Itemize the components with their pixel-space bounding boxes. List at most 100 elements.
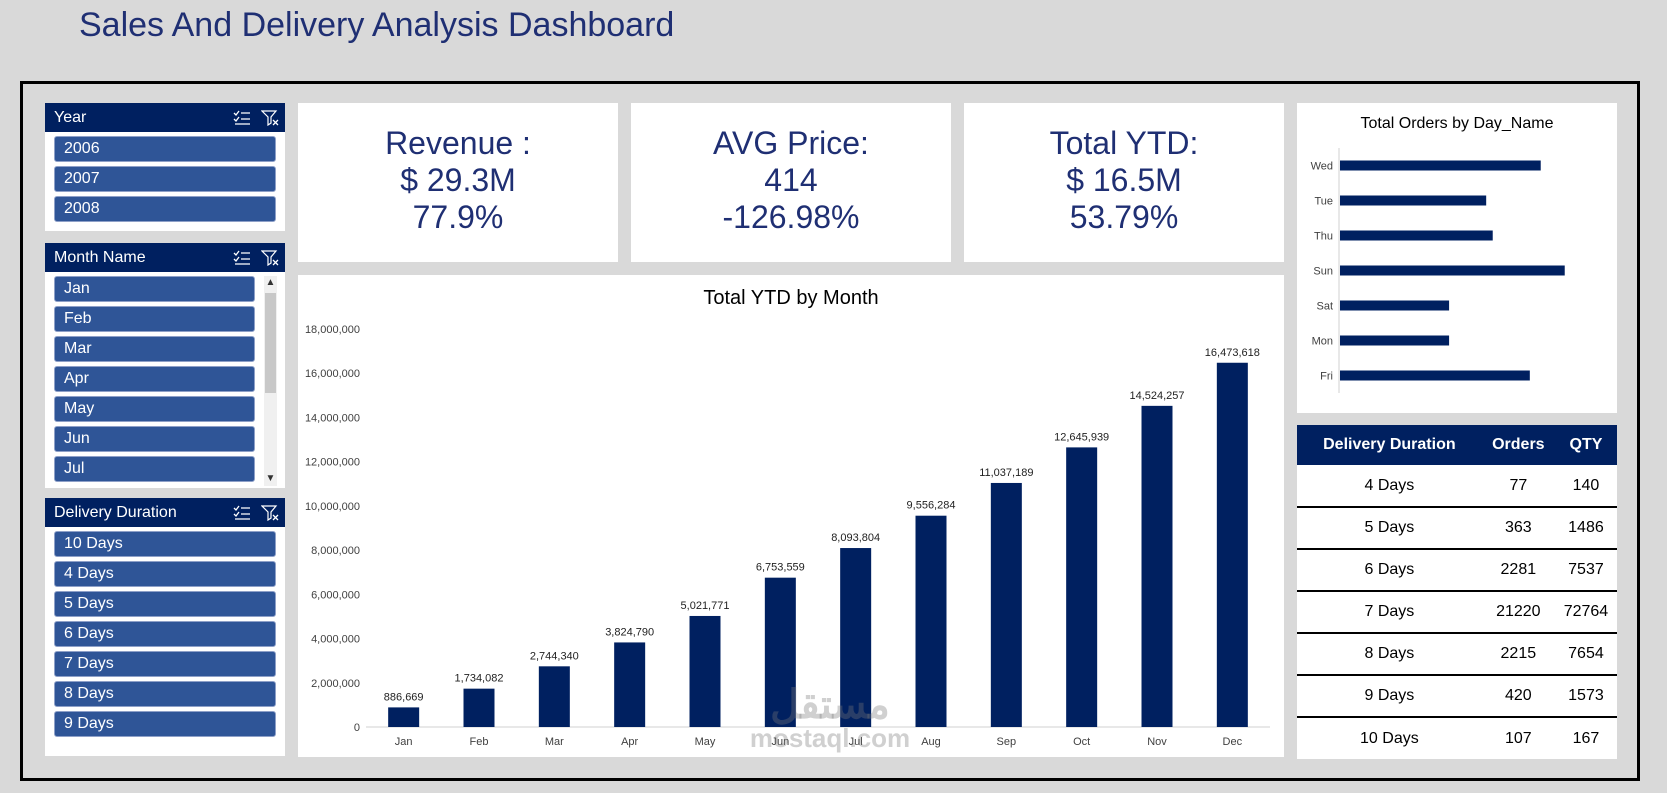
- multi-select-icon[interactable]: [233, 110, 251, 126]
- cell-orders: 21220: [1481, 591, 1555, 634]
- data-label: 6,753,559: [756, 562, 805, 574]
- chevron-down-icon[interactable]: ▼: [265, 473, 276, 484]
- category-label: Sun: [1313, 266, 1333, 278]
- orders-day-chart: Wed Tue Thu Sun Sat Mon Fri: [1311, 148, 1565, 393]
- header-orders: Orders: [1481, 425, 1555, 465]
- y-tick-label: 14,000,000: [305, 412, 360, 424]
- cell-duration: 8 Days: [1297, 633, 1482, 676]
- month-item[interactable]: Jan: [54, 276, 255, 302]
- cell-duration: 10 Days: [1360, 729, 1419, 747]
- kpi-total-ytd-value: $ 16.5M: [1066, 162, 1182, 198]
- bar: [1340, 300, 1450, 311]
- delivery-item[interactable]: 7 Days: [54, 651, 276, 677]
- x-tick-label: Feb: [470, 736, 489, 748]
- y-tick-label: 4,000,000: [311, 634, 360, 646]
- bar: [915, 515, 947, 727]
- year-item[interactable]: 2006: [54, 136, 276, 162]
- bar: [764, 577, 796, 727]
- table-row: 10 Days 107 167: [1297, 717, 1617, 759]
- data-label: 886,669: [384, 691, 424, 703]
- kpi-avg-price-pct: -126.98%: [722, 199, 860, 235]
- cell-orders: 2215: [1481, 633, 1555, 676]
- slicer-year-items: 2006 2007 2008: [45, 132, 285, 230]
- page-title: Sales And Delivery Analysis Dashboard: [79, 6, 675, 44]
- x-tick-label: Sep: [997, 736, 1017, 748]
- delivery-item[interactable]: 8 Days: [54, 681, 276, 707]
- bar: [538, 666, 570, 727]
- chevron-up-icon[interactable]: ▲: [265, 277, 276, 288]
- slicer-delivery-header: Delivery Duration: [45, 498, 285, 527]
- clear-filter-icon[interactable]: [261, 249, 279, 266]
- watermark-latin: mostaql.com: [749, 723, 911, 753]
- table-row: 4 Days 77 140: [1297, 465, 1617, 508]
- header-qty: QTY: [1554, 425, 1617, 465]
- x-tick-label: Jul: [849, 736, 863, 748]
- kpi-total-ytd: Total YTD: $ 16.5M 53.79%: [964, 103, 1284, 262]
- watermark: مستقل mostaql.com: [720, 685, 940, 751]
- x-tick-label: Dec: [1223, 736, 1243, 748]
- multi-select-icon[interactable]: [233, 505, 251, 521]
- x-tick-label: Mar: [545, 736, 564, 748]
- cell-duration: 5 Days: [1297, 507, 1482, 550]
- delivery-item[interactable]: 9 Days: [54, 711, 276, 737]
- data-label: 16,473,618: [1205, 347, 1260, 359]
- kpi-avg-price: AVG Price: 414 -126.98%: [631, 103, 951, 262]
- ytd-month-chart-panel: Total YTD by Month 0 2,000,000 4,000,000 6,…: [298, 275, 1284, 757]
- bar: [689, 615, 721, 727]
- x-tick-label: Oct: [1073, 736, 1090, 748]
- category-label: Mon: [1312, 336, 1333, 348]
- data-label: 14,524,257: [1129, 390, 1184, 402]
- table-row: 8 Days 2215 7654: [1297, 633, 1617, 676]
- orders-day-chart-panel: Total Orders by Day_Name Wed Tue Thu Sun Sat…: [1297, 103, 1617, 413]
- cell-qty: 1573: [1554, 675, 1617, 718]
- category-label: Fri: [1320, 371, 1333, 383]
- kpi-avg-price-value: 414: [764, 162, 818, 198]
- clear-filter-icon[interactable]: [261, 109, 279, 126]
- table-row: 9 Days 420 1573: [1297, 675, 1617, 718]
- cell-orders: 77: [1481, 465, 1555, 508]
- table-row: 6 Days 2281 7537: [1297, 549, 1617, 592]
- slicer-year-header: Year: [45, 103, 285, 132]
- y-tick-label: 10,000,000: [305, 501, 360, 513]
- clear-filter-icon[interactable]: [261, 504, 279, 521]
- data-label: 1,734,082: [455, 673, 504, 685]
- month-item[interactable]: May: [54, 396, 255, 422]
- ytd-month-chart: 0 2,000,000 4,000,000 6,000,000 8,000,000 10,…: [305, 324, 1270, 748]
- delivery-item[interactable]: 5 Days: [54, 591, 276, 617]
- header-delivery-duration: Delivery Duration: [1297, 425, 1482, 465]
- multi-select-icon[interactable]: [233, 250, 251, 266]
- y-tick-label: 8,000,000: [311, 545, 360, 557]
- delivery-item[interactable]: 4 Days: [54, 561, 276, 587]
- data-label: 12,645,939: [1054, 431, 1109, 443]
- x-tick-label: Jun: [771, 736, 789, 748]
- month-item[interactable]: Jul: [54, 456, 255, 482]
- cell-orders: 420: [1481, 675, 1555, 718]
- month-item[interactable]: Jun: [54, 426, 255, 452]
- category-label: Sat: [1316, 301, 1333, 313]
- cell-qty: 7537: [1554, 549, 1617, 592]
- cell-qty: 140: [1554, 465, 1617, 508]
- month-item[interactable]: Apr: [54, 366, 255, 392]
- slicer-month-header: Month Name: [45, 243, 285, 272]
- cell-qty: 1486: [1554, 507, 1617, 550]
- delivery-item[interactable]: 10 Days: [54, 531, 276, 557]
- year-item[interactable]: 2007: [54, 166, 276, 192]
- cell-duration: 4 Days: [1297, 465, 1482, 508]
- delivery-item[interactable]: 6 Days: [54, 621, 276, 647]
- cell-duration: 6 Days: [1297, 549, 1482, 592]
- ytd-chart-title: Total YTD by Month: [703, 287, 879, 309]
- y-tick-label: 2,000,000: [311, 678, 360, 690]
- table-row: 7 Days 21220 72764: [1297, 591, 1617, 634]
- slicer-month-title: Month Name: [54, 248, 146, 266]
- cell-orders: 107: [1504, 729, 1532, 747]
- slicer-month-scrollbar[interactable]: ▲ ▼: [264, 276, 277, 486]
- month-item[interactable]: Mar: [54, 336, 255, 362]
- x-tick-label: Nov: [1147, 736, 1167, 748]
- year-item[interactable]: 2008: [54, 196, 276, 222]
- data-label: 5,021,771: [681, 600, 730, 612]
- month-item[interactable]: Feb: [54, 306, 255, 332]
- table-row: 5 Days 363 1486: [1297, 507, 1617, 550]
- y-tick-label: 16,000,000: [305, 368, 360, 380]
- slicer-delivery-title: Delivery Duration: [54, 503, 177, 521]
- scroll-thumb[interactable]: [265, 293, 276, 393]
